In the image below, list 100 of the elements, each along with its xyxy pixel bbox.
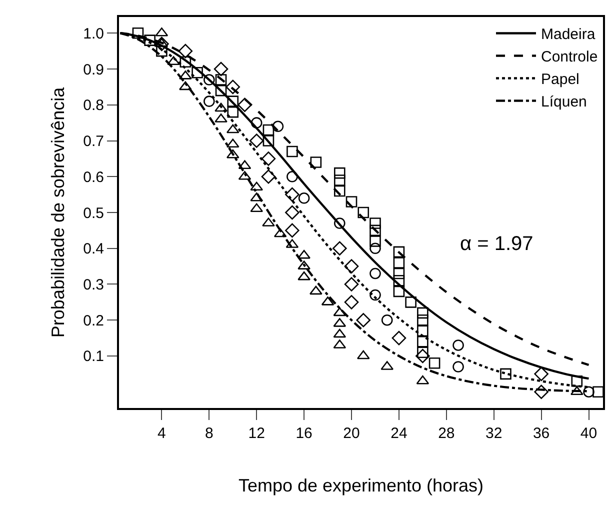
point [262, 124, 274, 136]
point [393, 286, 405, 298]
point [227, 96, 239, 107]
point [334, 174, 346, 186]
point [226, 149, 240, 158]
point [250, 182, 264, 191]
point [227, 106, 239, 118]
x-tick-label: 20 [343, 425, 360, 442]
point [417, 314, 428, 326]
point [156, 45, 168, 57]
point [285, 205, 300, 220]
point [417, 307, 428, 319]
point [204, 96, 215, 107]
point [452, 340, 464, 351]
x-tick-label: 28 [438, 425, 455, 442]
point [370, 224, 381, 236]
x-tick-label: 40 [580, 425, 598, 442]
y-tick-label: 0.9 [83, 61, 104, 78]
point [215, 74, 227, 86]
point [417, 346, 428, 358]
y-tick-label: 0.3 [83, 276, 104, 294]
x-tick-label: 24 [390, 425, 408, 442]
x-tick-label: 32 [486, 425, 502, 442]
y-tick-label: 0.1 [83, 348, 104, 366]
point [310, 156, 322, 168]
point [286, 146, 298, 158]
point [180, 56, 192, 68]
point [583, 386, 594, 398]
x-tick-label: 36 [532, 425, 550, 442]
point [285, 187, 300, 202]
point [226, 124, 240, 134]
point [332, 241, 347, 256]
point [356, 350, 370, 360]
legend-label: Madeira [541, 26, 596, 44]
point [393, 257, 405, 268]
point [358, 206, 370, 218]
x-tick-label: 12 [248, 425, 265, 442]
point [214, 62, 228, 76]
point [392, 330, 406, 346]
point [192, 66, 203, 78]
point [298, 250, 310, 259]
x-axis-title: Tempo de experimento (horas) [238, 476, 484, 496]
point [346, 196, 358, 208]
point [370, 218, 381, 229]
point [286, 170, 298, 182]
point [155, 27, 168, 36]
legend-label: Controle [541, 48, 598, 66]
point [333, 307, 346, 316]
point [250, 203, 264, 212]
point [178, 44, 193, 58]
point [393, 268, 405, 280]
point [238, 98, 252, 112]
point [428, 358, 440, 369]
point [370, 242, 381, 254]
point [310, 286, 322, 295]
point [298, 271, 310, 280]
point [238, 170, 252, 180]
point [417, 336, 428, 348]
point [344, 259, 359, 274]
y-tick-label: 0.6 [83, 168, 104, 186]
point [334, 218, 346, 229]
point [452, 361, 464, 372]
point [370, 289, 381, 301]
x-tick-label: 4 [158, 425, 166, 442]
point [179, 81, 192, 90]
point [405, 296, 416, 308]
point [370, 268, 381, 280]
point [249, 134, 264, 148]
y-tick-label: 0.5 [83, 204, 104, 222]
point [285, 223, 300, 238]
point [370, 236, 381, 247]
point [534, 366, 548, 382]
x-tick-label: 8 [204, 425, 214, 442]
point [262, 135, 274, 146]
point [417, 325, 428, 337]
y-tick-label: 0.2 [83, 312, 104, 330]
point [416, 348, 430, 364]
point [334, 167, 346, 179]
point [334, 185, 346, 197]
y-tick-label: 0.8 [83, 97, 104, 114]
point [154, 36, 169, 52]
point [500, 368, 512, 380]
point [250, 117, 262, 128]
point [571, 375, 583, 387]
point [534, 384, 548, 400]
x-tick-label: 16 [296, 425, 312, 442]
point [344, 295, 359, 310]
y-tick-label: 1.0 [83, 25, 104, 42]
point [204, 74, 215, 86]
point [214, 102, 228, 112]
y-tick-label: 0.7 [83, 133, 104, 150]
point [333, 328, 346, 338]
point [261, 152, 276, 166]
point [261, 169, 276, 184]
point [132, 27, 144, 39]
point [416, 375, 430, 384]
point [381, 314, 393, 326]
point [592, 386, 603, 398]
point [298, 192, 310, 204]
point [274, 228, 287, 238]
